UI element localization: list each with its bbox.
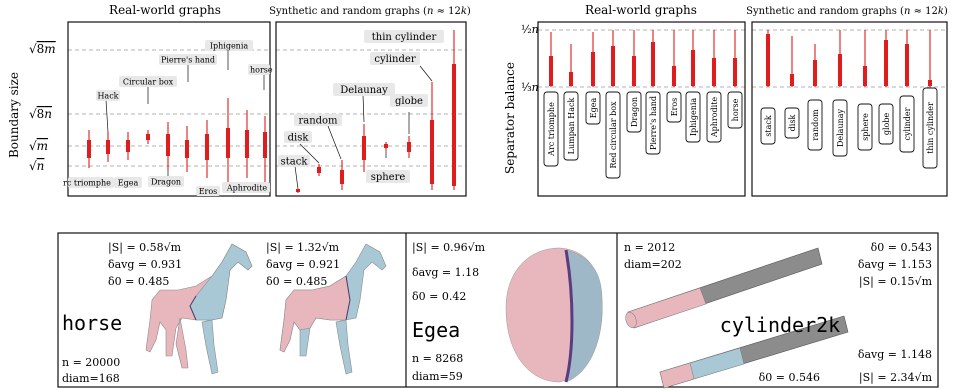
cylinder-diam: diam=202	[624, 258, 682, 271]
mesh-panels-frame	[57, 232, 939, 388]
horse-right-metric-d0: δ0 = 0.485	[266, 275, 327, 288]
boundary-ylabel: Boundary size	[7, 72, 21, 158]
egea-metric-s: |S| = 0.96√m	[412, 241, 486, 255]
label-stack: stack	[281, 157, 309, 168]
sep-label-iphigenia: Iphigenia	[689, 98, 698, 137]
separator-ylabel: Separator balance	[503, 62, 517, 174]
label-pierres-hand: Pierre's hand	[161, 56, 215, 65]
cylinder-bottom-s: |S| = 2.34√m	[859, 371, 933, 385]
egea-metric-d0: δ0 = 0.42	[412, 290, 466, 303]
label-dragon: Dragon	[151, 178, 181, 187]
label-hack: Hack	[97, 92, 118, 101]
egea-name: Egea	[412, 318, 460, 342]
horse-left-metric-davg: δavg = 0.931	[108, 258, 182, 271]
boundary-chart: Real-world graphs Synthetic and random g…	[7, 3, 471, 197]
separator-real-boxes	[549, 30, 737, 87]
cylinder-bottom-d0: δ0 = 0.546	[759, 371, 820, 384]
horse-left-metric-d0: δ0 = 0.485	[108, 275, 169, 288]
separator-real-title: Real-world graphs	[585, 3, 697, 17]
sep-label-lumpan-hack: Lumpan Hack	[567, 97, 576, 154]
separator-chart: Real-world graphs Synthetic and random g…	[503, 3, 948, 197]
horse-n: n = 20000	[62, 356, 120, 369]
egea-metric-davg: δavg = 1.18	[412, 266, 479, 279]
label-iphigenia: Iphigenia	[210, 42, 249, 51]
boundary-synthetic-title: Synthetic and random graphs (n ≈ 12k)	[269, 6, 471, 17]
label-globe: globe	[395, 96, 423, 107]
cylinder-name: cylinder2k	[720, 313, 840, 337]
cylinder-top-s: |S| = 0.15√m	[859, 275, 933, 289]
cylinder-mesh-bottom	[659, 315, 849, 389]
cylinder-top-davg: δavg = 1.153	[858, 258, 932, 271]
sep-label-random: random	[811, 109, 820, 141]
horse-right-metric-davg: δavg = 0.921	[266, 258, 340, 271]
label-thin-cylinder: thin cylinder	[372, 32, 437, 43]
ytick-third-n: ⅓n	[521, 81, 539, 94]
label-egea: Egea	[118, 179, 139, 188]
boundary-synth-frame	[275, 21, 467, 197]
sep-label-stack: stack	[764, 115, 773, 137]
sep-label-arc-triomphe: Arc triomphe	[547, 102, 556, 157]
horse-diam: diam=168	[62, 372, 120, 385]
cylinder-top-d0: δ0 = 0.543	[871, 241, 932, 254]
sep-label-red-circular-box: Red circular box	[609, 101, 618, 169]
egea-panel: |S| = 0.96√m δavg = 1.18 δ0 = 0.42 Egea …	[412, 241, 603, 383]
label-sphere: sphere	[371, 172, 406, 183]
cylinder-mesh-top	[625, 247, 823, 329]
boundary-synth-boxes	[296, 30, 456, 193]
label-aphrodite: Aphrodite	[226, 184, 268, 193]
ytick-sqrtn: √n	[29, 159, 44, 173]
egea-diam: diam=59	[412, 370, 463, 383]
sep-label-horse: horse	[731, 98, 740, 121]
boundary-real-title: Real-world graphs	[109, 3, 221, 17]
horse-mesh-right	[279, 243, 387, 375]
boundary-real-labels: Hack Circular box Pierre's hand Iphigeni…	[63, 40, 273, 196]
horse-name: horse	[62, 311, 122, 335]
sep-label-eros: Eros	[670, 98, 679, 117]
sep-label-delaunay: Delaunay	[836, 108, 845, 147]
boundary-real-frame	[67, 21, 271, 197]
label-arc-triomphe: rc triomphe	[63, 179, 111, 188]
label-eros: Eros	[199, 187, 218, 196]
boundary-synth-labels: stack disk random Delaunay sphere globe …	[278, 30, 444, 190]
separator-real-frame	[537, 21, 746, 197]
label-delaunay: Delaunay	[340, 85, 388, 96]
cylinder-panel: n = 2012 diam=202 δ0 = 0.543 δavg = 1.15…	[624, 241, 933, 389]
boundary-real-boxes	[87, 98, 267, 182]
sep-label-thin-cylinder: thin cylinder	[926, 102, 935, 154]
sep-label-globe: globe	[882, 113, 891, 136]
label-horse: horse	[250, 66, 273, 75]
sep-label-egea: Egea	[589, 98, 598, 119]
sep-label-disk: disk	[788, 115, 797, 132]
sep-label-aphrodite: Aphrodite	[710, 97, 719, 139]
ytick-half-n: ½n	[521, 23, 539, 36]
separator-synth-frame	[751, 21, 948, 197]
separator-synth-labels: stack disk random Delaunay sphere globe …	[760, 87, 938, 169]
label-disk: disk	[288, 133, 310, 144]
separator-real-labels: Arc triomphe Lumpan Hack Egea Red circul…	[543, 91, 743, 179]
label-circular-box: Circular box	[123, 78, 174, 87]
label-cylinder: cylinder	[374, 54, 415, 65]
cylinder-n: n = 2012	[624, 241, 675, 254]
cylinder-bottom-davg: δavg = 1.148	[858, 348, 932, 361]
egea-n: n = 8268	[412, 352, 463, 365]
sep-label-pierres-hand: Pierre's hand	[649, 96, 658, 150]
horse-left-metric-s: |S| = 0.58√m	[108, 241, 182, 255]
horse-mesh-left	[145, 243, 253, 375]
sep-label-dragon: Dragon	[630, 97, 639, 127]
sep-label-sphere: sphere	[861, 113, 870, 141]
horse-right-metric-s: |S| = 1.32√m	[266, 241, 340, 255]
horse-panel: |S| = 0.58√m δavg = 0.931 δ0 = 0.485 |S|…	[62, 241, 387, 385]
ytick-sqrt8n: √8n	[29, 107, 52, 121]
separator-synth-boxes	[766, 30, 932, 87]
separator-synthetic-title: Synthetic and random graphs (n ≈ 12k)	[746, 6, 948, 17]
ytick-sqrtm: √m	[29, 139, 48, 153]
sep-label-cylinder: cylinder	[903, 107, 912, 140]
mesh-panels: |S| = 0.58√m δavg = 0.931 δ0 = 0.485 |S|…	[57, 232, 939, 389]
ytick-sqrt8m: √8m	[29, 42, 56, 56]
egea-mesh	[505, 247, 603, 383]
label-random: random	[298, 116, 338, 127]
